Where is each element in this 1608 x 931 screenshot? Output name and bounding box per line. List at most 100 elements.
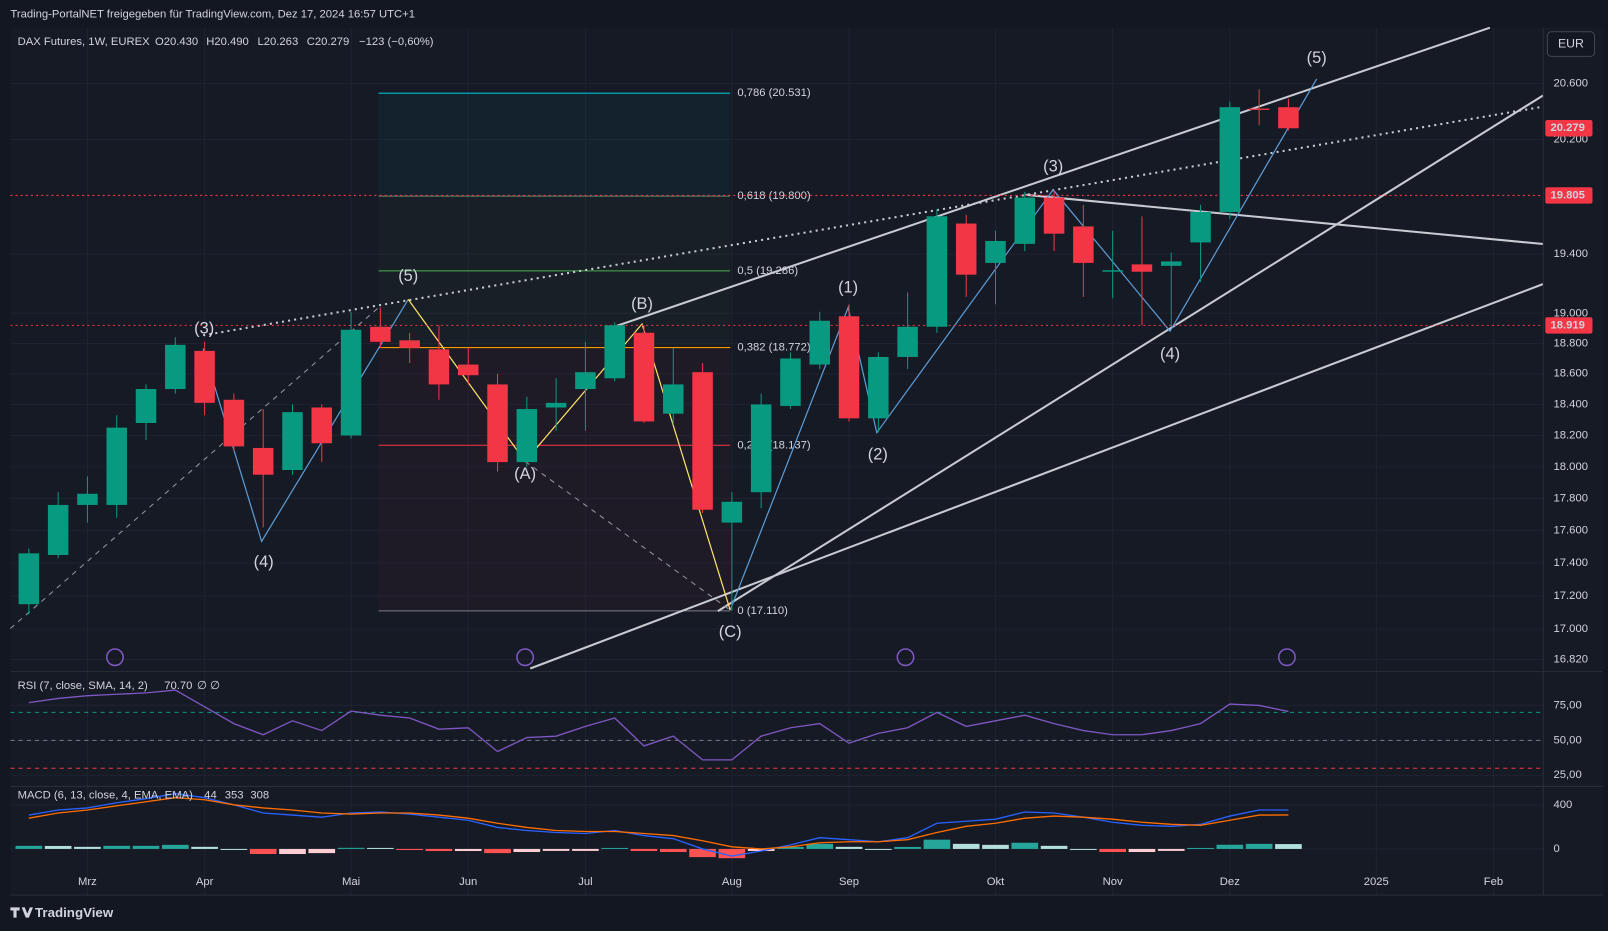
- candle-body: [252, 447, 274, 475]
- fib-label: 0,5 (19.286): [737, 265, 798, 277]
- macd-signal-value: 308: [250, 790, 269, 802]
- price-label: 20.279: [1550, 122, 1584, 134]
- candle-body: [370, 326, 391, 342]
- ohlc-close: C20.279: [307, 36, 350, 48]
- candle-body: [311, 407, 333, 444]
- candle-body: [897, 326, 918, 357]
- histogram-bar: [1275, 844, 1302, 849]
- histogram-bar: [1011, 842, 1039, 849]
- wave-label: (4): [1160, 345, 1180, 363]
- wave-line: [407, 299, 731, 611]
- candle-body: [1043, 197, 1065, 234]
- candle-body: [340, 329, 362, 436]
- histogram-bar: [747, 848, 775, 852]
- candle-body: [868, 356, 889, 419]
- dashed-line: [524, 460, 731, 611]
- y-tick-label: 18.400: [1554, 398, 1588, 410]
- histogram-bar: [864, 848, 892, 850]
- x-tick-label: Sep: [839, 876, 859, 888]
- currency-button[interactable]: [1546, 31, 1596, 57]
- rsi-extra: ∅ ∅: [197, 680, 220, 692]
- candle-body: [721, 501, 743, 523]
- candle-body: [77, 493, 98, 505]
- y-tick-label: 18.800: [1554, 337, 1588, 349]
- candle-body: [106, 427, 127, 505]
- fib-zone: [378, 194, 731, 349]
- brand-logo[interactable]: [10, 907, 33, 918]
- currency[interactable]: EUR: [1558, 36, 1584, 50]
- histogram-bar: [308, 848, 336, 854]
- candle-body: [838, 316, 860, 419]
- x-tick-label: Nov: [1103, 876, 1123, 888]
- y-tick-label: 17.600: [1554, 525, 1588, 537]
- x-tick-label: 2025: [1364, 876, 1389, 888]
- candle-body: [692, 372, 713, 510]
- histogram-bar: [835, 846, 863, 849]
- chart-area: [10, 27, 1603, 896]
- wave-label: (4): [254, 553, 274, 571]
- candle-body: [1131, 264, 1153, 272]
- histogram-bar: [542, 848, 570, 851]
- ohlc-low: L20.263: [257, 36, 298, 48]
- histogram-bar: [982, 844, 1009, 849]
- grid: [10, 27, 1544, 896]
- histogram-bar: [777, 846, 804, 849]
- candle-body: [1190, 211, 1211, 243]
- candle-body: [194, 350, 215, 403]
- macd-hist-value: 44: [204, 790, 217, 802]
- wave-label: (C): [719, 623, 742, 641]
- trend-line: [1025, 193, 1544, 246]
- histogram-bar: [718, 848, 746, 859]
- macd-value: 353: [225, 790, 244, 802]
- candle-body: [604, 325, 625, 379]
- candle-body: [575, 372, 596, 390]
- candle-body: [399, 340, 420, 348]
- rsi-value: 70.70: [164, 680, 192, 692]
- histogram-bar: [923, 839, 951, 849]
- share-title: Trading-PortalNET freigegeben für Tradin…: [10, 8, 415, 20]
- candle-body: [1219, 107, 1241, 212]
- histogram-bar: [220, 848, 248, 850]
- wave-label: (2): [868, 446, 888, 464]
- histogram-bar: [249, 848, 277, 854]
- event-icon[interactable]: [106, 648, 124, 667]
- rsi-title: RSI (7, close, SMA, 14, 2): [18, 680, 148, 692]
- trend-line: [529, 283, 1544, 670]
- price-label-box: [1545, 187, 1593, 204]
- brand[interactable]: TradingView: [35, 905, 114, 920]
- price-label: 18.919: [1550, 319, 1584, 331]
- histogram-bar: [74, 846, 101, 849]
- candle-body: [955, 223, 977, 275]
- fib-label: 0,236 (18.137): [737, 439, 811, 451]
- y-tick-label: 0: [1554, 843, 1560, 855]
- y-tick-label: 16.820: [1554, 653, 1588, 665]
- event-icon[interactable]: [896, 648, 915, 667]
- histogram-bar: [1099, 848, 1126, 853]
- y-tick-label: 19.000: [1554, 307, 1588, 319]
- candle-body: [487, 384, 508, 463]
- candle-body: [165, 344, 186, 390]
- histogram-bar: [1128, 848, 1156, 853]
- y-tick-label: 19.400: [1554, 248, 1588, 260]
- ohlc-open: O20.430: [155, 36, 198, 48]
- axes: Mrz Apr Mai Jun Jul Aug Sep Okt Nov Dez 2025 Feb 20.…: [78, 78, 1593, 888]
- histogram-bar: [454, 848, 482, 852]
- histogram-bar: [1216, 844, 1244, 849]
- wave-label: (A): [514, 465, 536, 483]
- event-icon[interactable]: [516, 648, 535, 667]
- histogram-bar: [1157, 848, 1185, 851]
- histogram-bar: [630, 848, 658, 852]
- wave-labels: (3) (4) (5) (A) (B) (C) (1) (2) (3) (4) …: [194, 49, 1327, 641]
- trend-line: [717, 94, 1544, 612]
- candle-body: [457, 364, 479, 376]
- wave-label: (5): [398, 267, 418, 285]
- y-tick-label: 18.200: [1554, 429, 1588, 441]
- histogram-bar: [484, 848, 511, 854]
- histogram-bar: [337, 847, 365, 849]
- event-icon[interactable]: [1277, 648, 1296, 667]
- x-tick-label: Mai: [342, 876, 360, 888]
- histogram-bar: [103, 845, 131, 849]
- histogram-bar: [894, 846, 921, 849]
- candle-body: [985, 240, 1006, 263]
- histogram-bar: [513, 848, 541, 853]
